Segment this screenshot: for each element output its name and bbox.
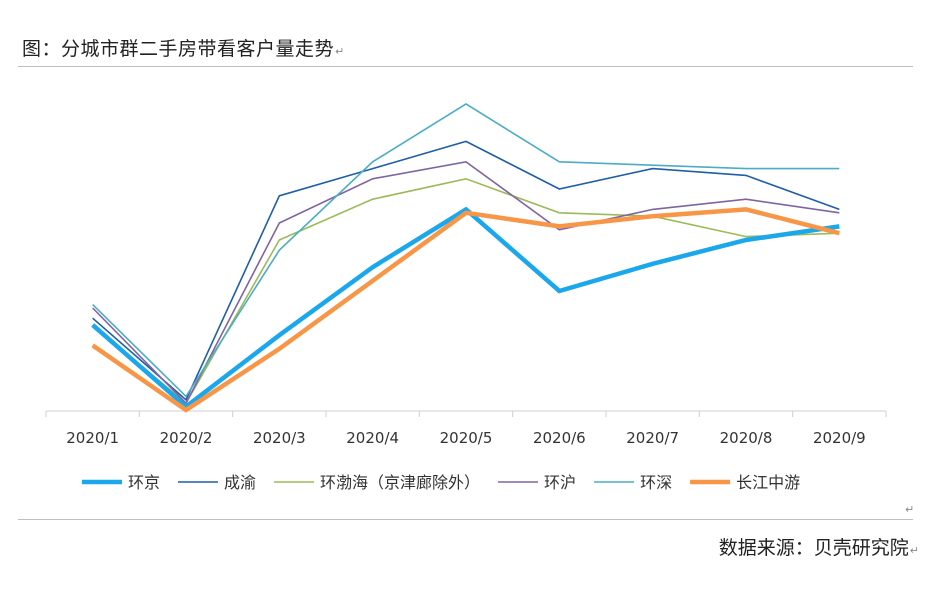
return-mark: ↵ <box>905 503 915 516</box>
x-tick-label: 2020/9 <box>813 429 866 447</box>
x-tick-label: 2020/4 <box>346 429 399 447</box>
legend-label-3: 环沪 <box>544 473 576 492</box>
x-tick-label: 2020/2 <box>160 429 213 447</box>
x-tick-label: 2020/8 <box>720 429 773 447</box>
top-divider <box>18 66 913 67</box>
return-mark: ↵ <box>909 544 919 557</box>
x-tick-label: 2020/3 <box>253 429 306 447</box>
x-axis: 2020/1 2020/2 2020/3 2020/4 2020/5 2020/6 2020… <box>45 410 887 447</box>
legend-label-4: 环深 <box>640 473 672 492</box>
series-line-1 <box>92 140 840 402</box>
x-tick-label: 2020/1 <box>66 429 119 447</box>
chart-title-text: 图：分城市群二手房带看客户量走势 <box>22 38 335 60</box>
legend-label-2: 环渤海（京津廊除外） <box>320 473 480 492</box>
series-lines <box>91 103 840 413</box>
series-line-0 <box>91 206 840 410</box>
legend-label-0: 环京 <box>128 473 160 492</box>
x-tick-label: 2020/5 <box>440 429 493 447</box>
source-note: 数据来源：贝壳研究院↵ <box>719 533 919 560</box>
x-tick-label: 2020/6 <box>533 429 586 447</box>
legend: 环京 成渝 环渤海（京津廊除外） 环沪 环深 长江中游 <box>82 473 800 492</box>
legend-label-5: 长江中游 <box>736 473 800 492</box>
chart-title: 图：分城市群二手房带看客户量走势↵ <box>22 34 345 61</box>
legend-label-1: 成渝 <box>224 473 256 492</box>
series-line-4 <box>92 103 840 398</box>
return-mark: ↵ <box>335 45 345 58</box>
series-line-3 <box>92 160 840 405</box>
bottom-divider <box>18 519 913 520</box>
x-tick-label: 2020/7 <box>626 429 679 447</box>
series-line-5 <box>91 207 840 413</box>
source-text: 数据来源：贝壳研究院 <box>718 537 909 559</box>
